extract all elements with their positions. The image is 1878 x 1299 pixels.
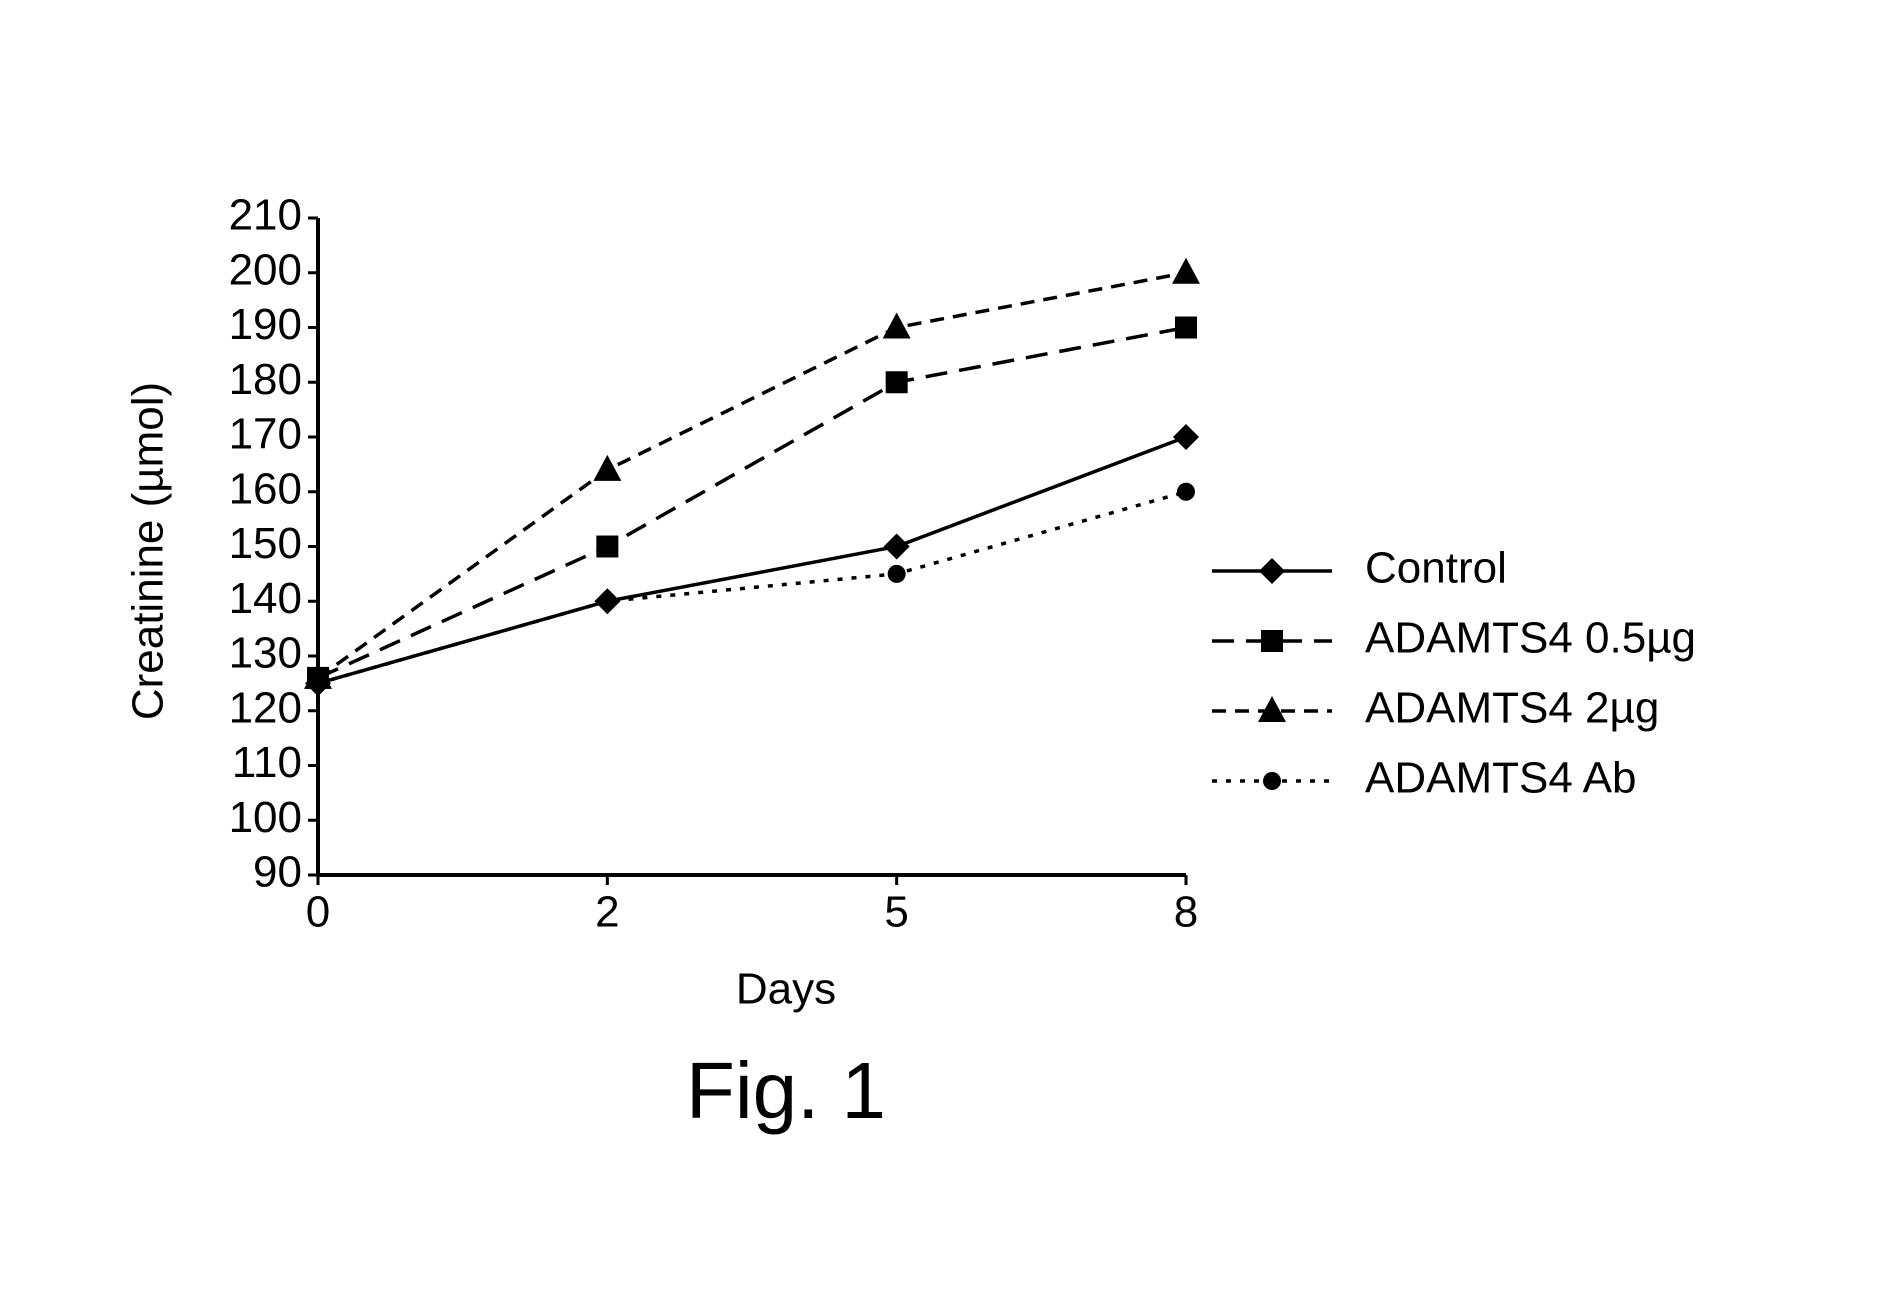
- marker: [886, 371, 908, 393]
- page: Days Creatinine (µmol) Fig. 1 90 100 110 12…: [0, 0, 1878, 1299]
- marker: [1263, 772, 1281, 790]
- y-tick-label: 210: [229, 191, 302, 240]
- y-tick-label: 120: [229, 683, 302, 732]
- y-axis-label: Creatinine (µmol): [124, 382, 173, 720]
- series-line: [318, 328, 1186, 678]
- y-tick-label: 150: [229, 519, 302, 568]
- x-tick-label: 0: [306, 888, 330, 937]
- y-tick-label: 110: [232, 738, 302, 787]
- marker: [1177, 483, 1195, 501]
- series-line: [318, 437, 1186, 683]
- legend-label: ADAMTS4 2µg: [1365, 684, 1659, 733]
- series-line: [318, 492, 1186, 684]
- marker: [884, 534, 910, 560]
- marker: [1261, 630, 1283, 652]
- y-tick-label: 170: [229, 410, 302, 459]
- legend-label: Control: [1365, 544, 1507, 593]
- y-tick-label: 190: [229, 300, 302, 349]
- y-tick-label: 130: [229, 629, 302, 678]
- y-tick-label: 100: [229, 793, 302, 842]
- y-tick-label: 180: [229, 355, 302, 404]
- x-axis-label: Days: [736, 965, 836, 1014]
- figure-caption: Fig. 1: [686, 1046, 886, 1135]
- marker: [1258, 696, 1286, 722]
- marker: [598, 592, 616, 610]
- chart: Days Creatinine (µmol) Fig. 1 90 100 110 12…: [0, 0, 1878, 1299]
- x-tick-label: 8: [1174, 888, 1198, 937]
- marker: [1259, 558, 1285, 584]
- marker: [1172, 258, 1200, 284]
- marker: [1175, 317, 1197, 339]
- marker: [883, 313, 911, 339]
- legend-label: ADAMTS4 0.5µg: [1365, 614, 1696, 663]
- y-tick-label: 140: [229, 574, 302, 623]
- y-tick-label: 160: [229, 464, 302, 513]
- marker: [888, 565, 906, 583]
- y-tick-label: 90: [253, 848, 302, 897]
- marker: [1173, 424, 1199, 450]
- y-tick-label: 200: [229, 245, 302, 294]
- marker: [593, 455, 621, 481]
- x-tick-label: 2: [595, 888, 619, 937]
- marker: [596, 536, 618, 558]
- x-tick-label: 5: [884, 888, 908, 937]
- marker: [309, 674, 327, 692]
- legend-label: ADAMTS4 Ab: [1365, 754, 1636, 803]
